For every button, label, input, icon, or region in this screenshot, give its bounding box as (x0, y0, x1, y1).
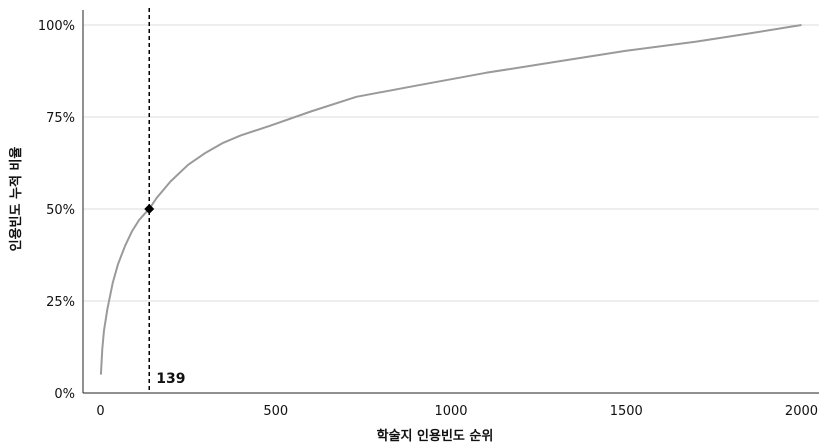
median-point-marker (144, 204, 155, 214)
median-rank-label: 139 (156, 371, 185, 387)
y-tick-label: 50% (46, 203, 75, 218)
x-axis-title: 학술지 인용빈도 순위 (377, 428, 494, 444)
x-tick-label: 2000 (785, 404, 818, 419)
y-tick-labels: 0% 25% 50% 75% 100% (38, 19, 75, 402)
x-tick-labels: 0 500 1000 1500 2000 (96, 404, 818, 419)
axes (82, 10, 819, 394)
x-tick-label: 0 (96, 404, 104, 419)
x-tick-label: 500 (263, 404, 288, 419)
series-group (99, 24, 802, 375)
x-tick-label: 1500 (610, 404, 643, 419)
annotations: 139 (144, 8, 185, 393)
y-tick-label: 25% (46, 295, 75, 310)
x-tick-label: 1000 (434, 404, 467, 419)
grid-lines (83, 24, 819, 302)
y-tick-label: 0% (54, 387, 75, 402)
y-tick-label: 75% (46, 111, 75, 126)
series-line (99, 24, 802, 375)
y-tick-label: 100% (38, 19, 75, 34)
y-axis-title: 인용빈도 누적 비율 (8, 147, 24, 252)
